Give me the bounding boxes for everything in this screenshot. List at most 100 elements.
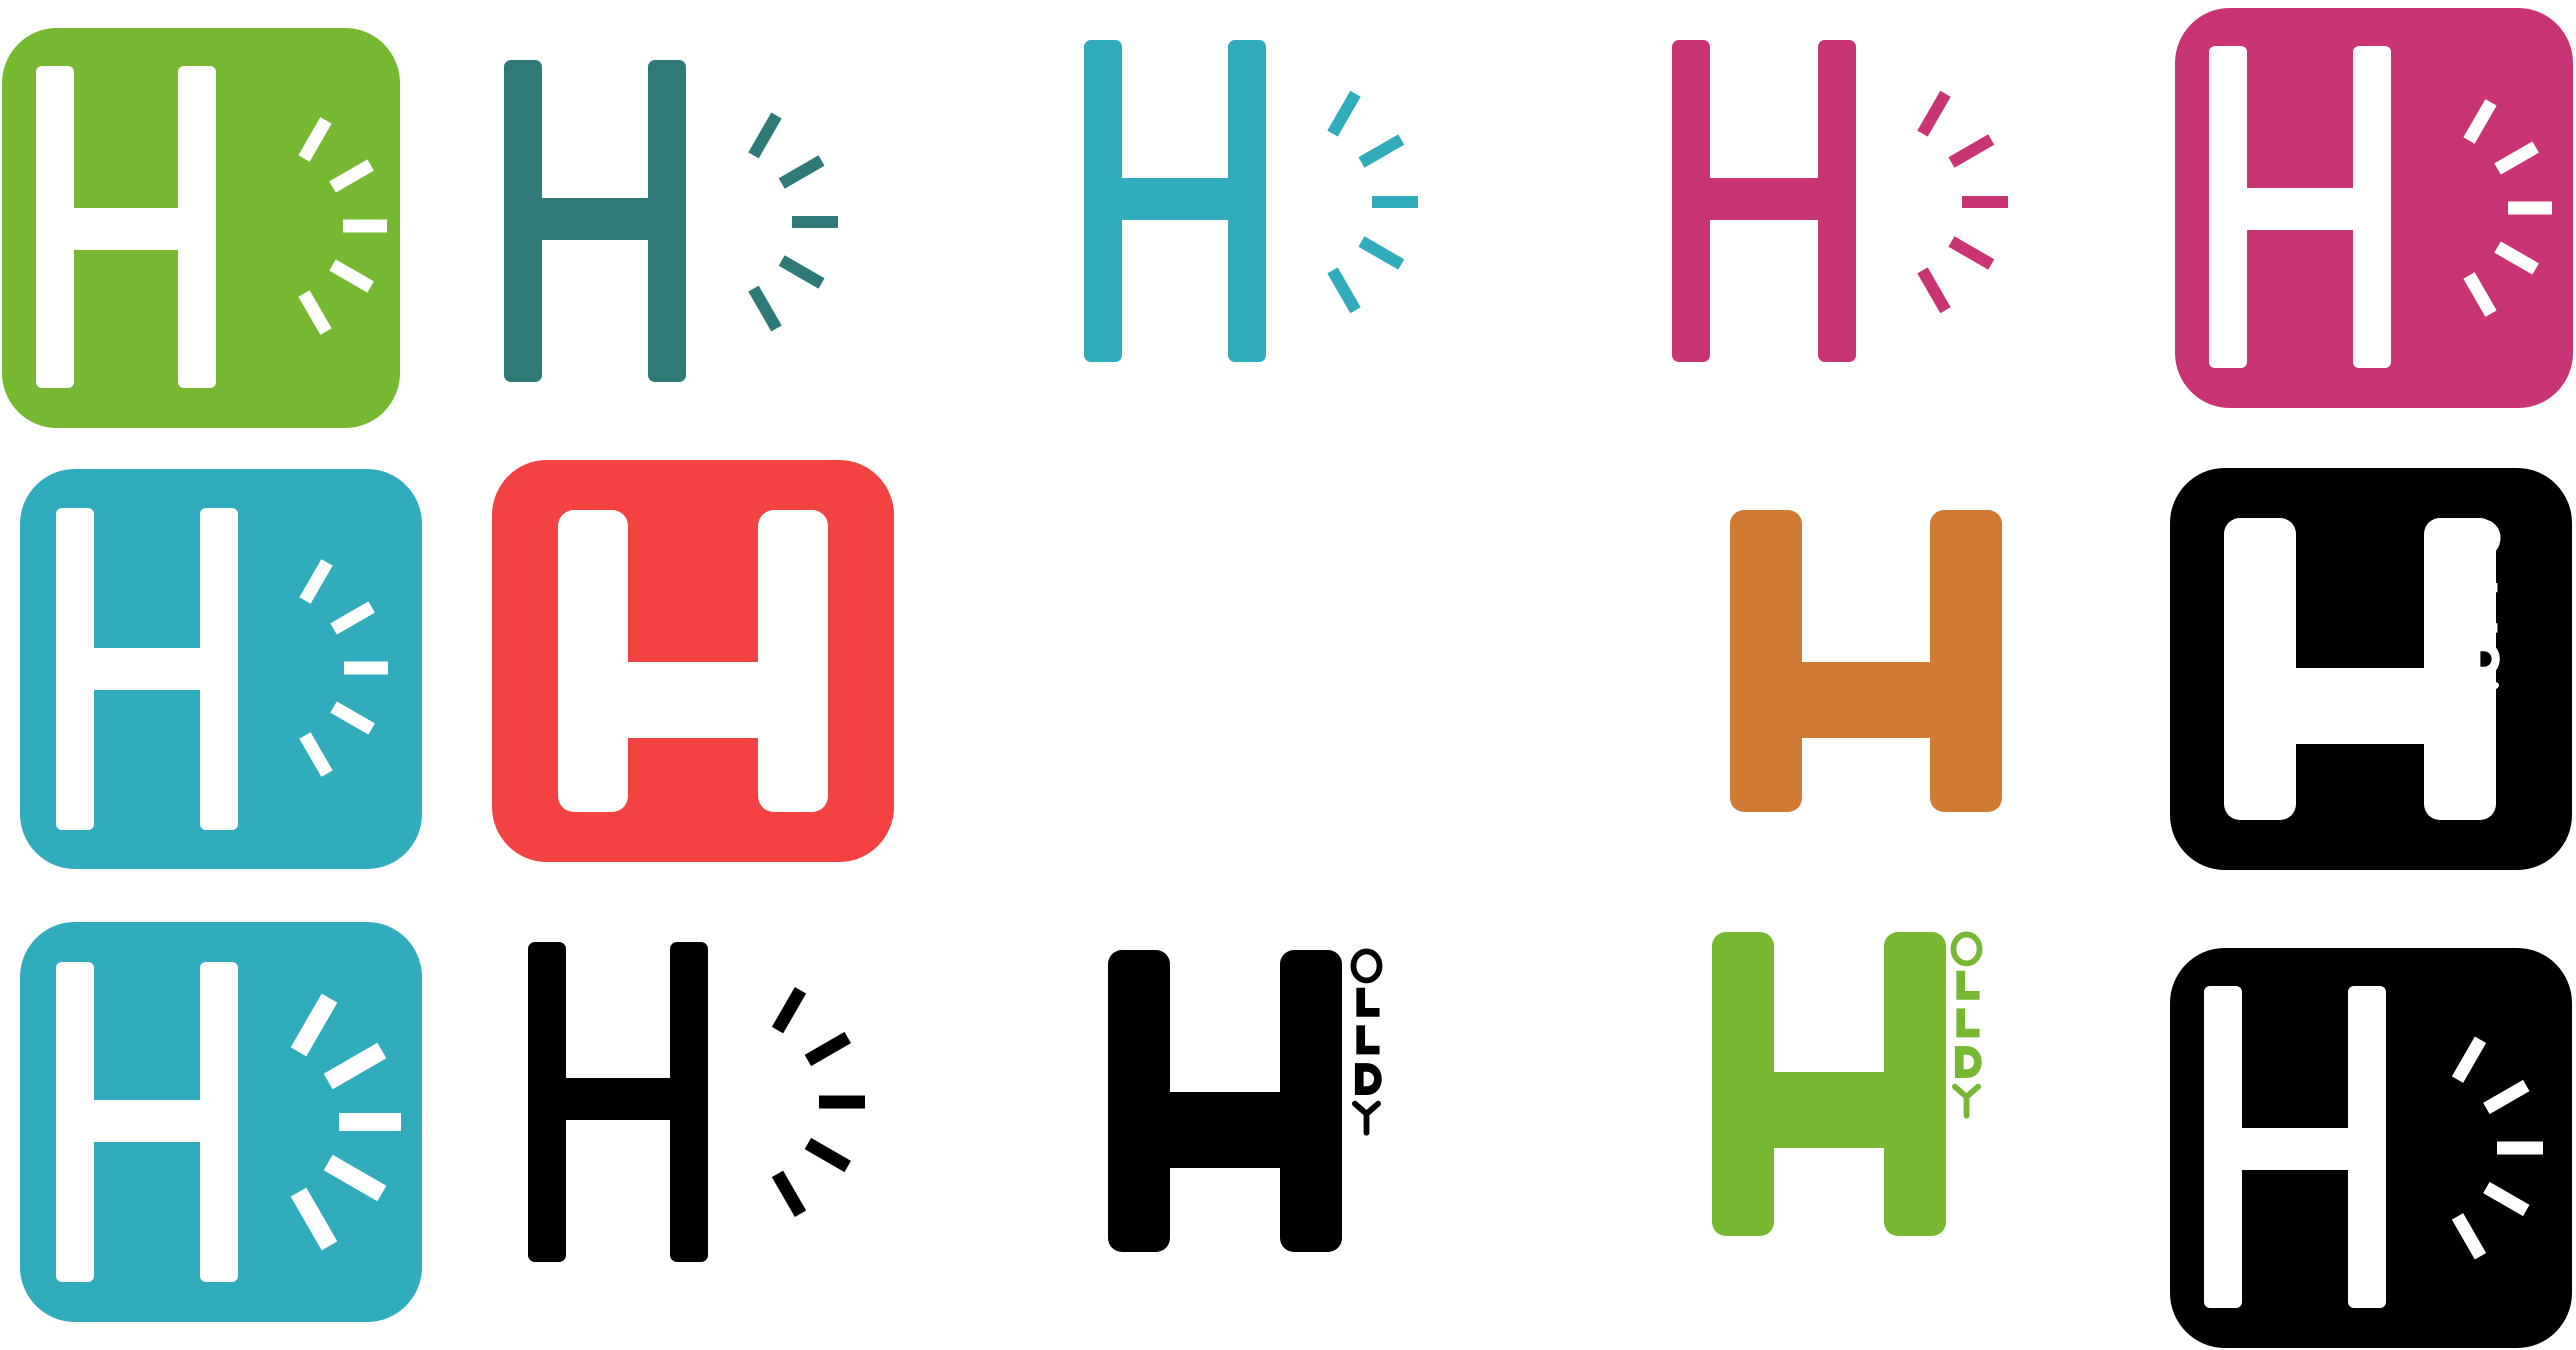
h-crossbar [1709,178,1819,220]
ray-mark [1917,267,1951,314]
h-crossbar [565,1078,671,1120]
ray-mark [344,661,388,675]
h-right-post [2348,986,2386,1308]
logo-darkteal-rays [504,60,838,382]
ray-mark [290,1187,338,1251]
h-left-post [36,66,74,388]
h-left-post [1712,932,1774,1236]
h-crossbar [93,1100,201,1142]
ray-mark [1948,236,1995,270]
h-left-post [1108,950,1170,1252]
logo-cyan-rays [1084,40,1418,362]
h-left-post [558,510,628,812]
h-left-post [1084,40,1122,362]
h-crossbar [1121,178,1229,220]
ray-mark [339,1113,401,1131]
ray-mark [1917,90,1951,137]
h-left-post [1730,510,1802,812]
ray-mark [748,285,782,332]
h-left-post [1672,40,1710,362]
h-left-post [56,508,94,830]
wordmark-letter-y [2468,682,2499,720]
ray-mark [299,559,333,604]
wordmark-letter-o [1350,948,1383,984]
ray-mark [323,1154,387,1202]
wordmark-letter-l [2472,601,2498,633]
h-right-post [200,962,238,1282]
ray-mark [330,701,375,735]
wordmark-letter-y [1352,1100,1381,1136]
wordmark-letter-l [1356,1025,1380,1055]
h-right-post [670,942,708,1262]
wordmark-letter-l [1356,987,1380,1017]
ray-mark [2451,1036,2487,1083]
h-right-post [1818,40,1856,362]
h-crossbar [93,648,201,690]
ray-mark [1372,196,1418,208]
logo-black-outline-rays [528,942,865,1262]
ray-mark [748,112,782,159]
wordmark-letter-y [1952,1083,1981,1119]
wordmark-letter-d-counter [2480,651,2492,667]
h-left-post [2209,46,2247,368]
h-crossbar [1169,1092,1281,1168]
wordmark-letter-d-counter [1363,1071,1375,1087]
logo-cyan-tile-bigrays [20,922,422,1322]
h-left-post [2224,518,2296,820]
wordmark-letter-l [1956,1008,1980,1038]
ray-mark [2463,99,2497,144]
h-right-post [1280,950,1342,1252]
logo-magenta-tile-rays [2175,8,2573,408]
ray-mark [323,1042,387,1090]
h-right-post [1884,932,1946,1236]
h-right-post [200,508,238,830]
ray-mark [804,1137,851,1173]
wordmark-letter-o [2466,519,2501,557]
ray-mark [2508,201,2552,215]
ray-mark [2483,1079,2530,1115]
ray-mark [343,219,387,233]
logo-orange-plain [1730,510,2002,812]
wordmark-letter-d-counter [1963,1054,1975,1070]
logo-black-wordmark [1108,948,1383,1252]
ray-mark [1327,90,1361,137]
ray-mark [792,216,838,228]
wordmark-letter-l [2472,561,2498,593]
tile-background [492,460,894,862]
ray-mark [298,290,332,335]
ray-mark [330,601,375,635]
logo-red-tile-plain [492,460,894,862]
h-crossbar [2295,668,2425,744]
h-crossbar [627,662,759,738]
ray-mark [1962,196,2008,208]
ray-mark [2494,141,2539,175]
ray-mark [1327,267,1361,314]
h-left-post [528,942,566,1262]
h-right-post [648,60,686,382]
ray-mark [778,255,825,289]
ray-mark [804,1031,851,1067]
wordmark-letter-l [1956,970,1980,1000]
h-left-post [56,962,94,1282]
h-right-post [2353,46,2391,368]
ray-mark [1948,134,1995,168]
h-crossbar [2246,188,2354,230]
h-right-post [1228,40,1266,362]
logo-black-tile-rays [2170,948,2572,1348]
h-right-post [758,510,828,812]
h-crossbar [1801,662,1931,738]
logo-magenta-rays [1672,40,2008,362]
h-right-post [178,66,216,388]
logo-green-tile-rays [2,28,400,428]
ray-mark [2463,272,2497,317]
h-left-post [504,60,542,382]
logo-black-tile-wordmark [2170,468,2572,870]
h-left-post [2204,986,2242,1308]
ray-mark [298,117,332,162]
ray-mark [819,1095,865,1109]
ray-mark [329,159,374,193]
h-crossbar [73,208,179,250]
ray-mark [2451,1213,2487,1260]
